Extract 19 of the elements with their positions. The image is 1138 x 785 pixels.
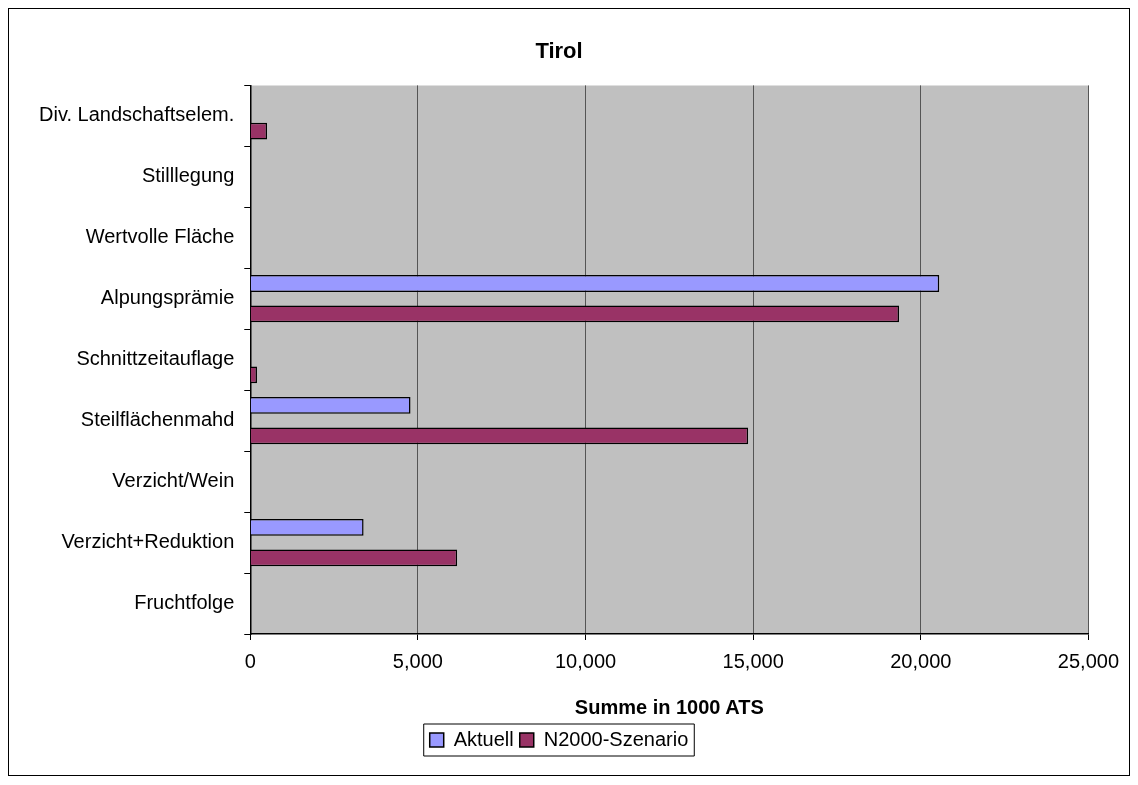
x-tick-label: 0 [244, 649, 256, 672]
x-tick-label: 5,000 [392, 649, 443, 672]
y-tick-label: Div. Landschaftselem. [38, 103, 235, 126]
x-tick-label: 20,000 [890, 649, 952, 672]
y-tick-label: Verzicht/Wein [112, 469, 235, 492]
y-tick-label: Schnittzeitauflage [76, 347, 235, 370]
x-tick-label: 25,000 [1057, 649, 1119, 672]
y-tick-label: Steilflächenmahd [80, 408, 235, 431]
legend-label: N2000-Szenario [543, 727, 689, 750]
legend-label: Aktuell [453, 727, 514, 750]
y-tick-label: Verzicht+Reduktion [61, 530, 235, 553]
y-tick-label: Wertvolle Fläche [85, 225, 235, 248]
y-tick-label: Stilllegung [141, 164, 235, 187]
x-tick-label: 15,000 [722, 649, 784, 672]
chart-title: Tirol [535, 38, 583, 64]
y-tick-label: Alpungsprämie [100, 286, 235, 309]
x-axis-title: Summe in 1000 ATS [574, 695, 764, 718]
x-tick-label: 10,000 [554, 649, 617, 672]
y-tick-label: Fruchtfolge [134, 591, 235, 614]
